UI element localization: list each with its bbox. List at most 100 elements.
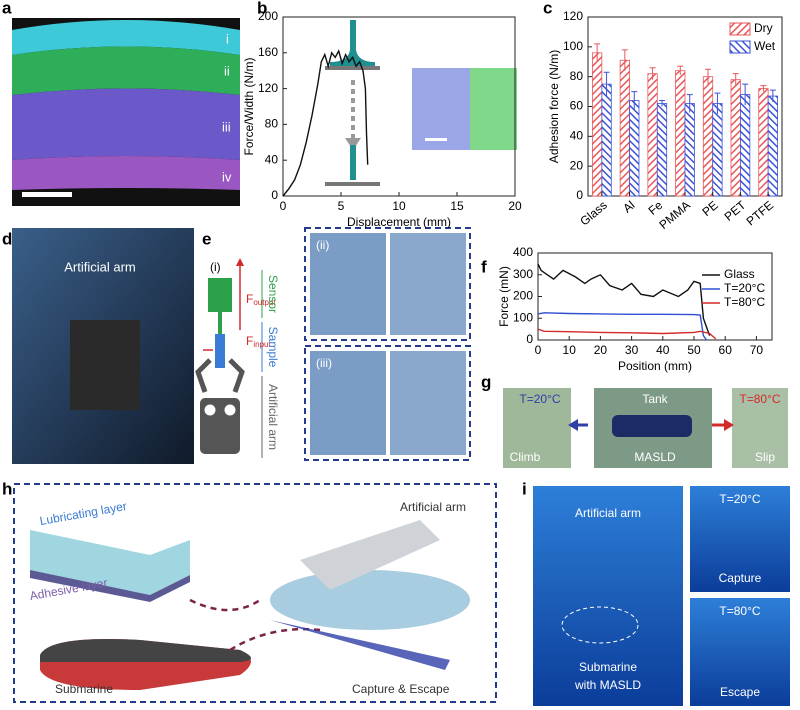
legend-label: T=20°C [724, 281, 765, 295]
arrow [229, 627, 321, 652]
shape [325, 66, 380, 70]
y-tick-label: 40 [570, 129, 584, 143]
y-tick-label: 80 [570, 69, 584, 83]
inset [325, 20, 517, 186]
error-bar [621, 49, 628, 71]
panel-label: a [2, 0, 12, 17]
bar [712, 103, 723, 197]
bar [656, 103, 668, 197]
y-axis-label: Force/Width (N/m) [242, 57, 256, 155]
label: with MASLD [574, 678, 641, 692]
error-bar [732, 73, 739, 86]
error-bar [677, 65, 684, 76]
part-label: (iii) [316, 356, 332, 370]
part-label: (i) [210, 260, 221, 274]
panel-e: e (i) Foutput Finput Sensor Sample Artif… [195, 227, 471, 461]
y-tick-label: 100 [513, 310, 533, 324]
panel-g: g T=20°C Tank T=80°C Climb MASLD Slip [481, 372, 788, 468]
part-label: (ii) [316, 238, 329, 252]
y-tick-label: 40 [265, 152, 279, 166]
error-bar [594, 43, 601, 62]
arrow [270, 620, 450, 670]
panel-i: i Artificial arm Submarine with MASLD T=… [522, 479, 790, 706]
bar [767, 95, 778, 197]
y-tick-label: 160 [258, 45, 278, 59]
y-tick-label: 80 [265, 117, 279, 131]
x-tick-label: Glass [577, 198, 610, 228]
label: Tank [642, 392, 668, 406]
caption: Artificial arm [64, 259, 136, 274]
arrow [236, 258, 244, 266]
photo [390, 233, 466, 335]
x-tick-label: Al [620, 198, 637, 216]
shape [350, 20, 356, 62]
x-tick-label: 20 [594, 343, 608, 357]
error-bar [705, 68, 712, 85]
error-bar [658, 100, 665, 107]
force-label: Finput [246, 334, 271, 349]
photo [533, 486, 683, 706]
x-tick-label: PMMA [656, 198, 693, 232]
panel-a: a i ii iii iv [2, 0, 240, 206]
error-bar [760, 85, 767, 92]
bar [702, 76, 714, 197]
label: Submarine [579, 660, 637, 674]
arrow [189, 598, 261, 612]
y-tick-label: 20 [570, 158, 584, 172]
y-tick-label: 0 [576, 188, 583, 202]
layer [12, 156, 240, 190]
layer-label: ii [224, 63, 230, 78]
panel-label: b [257, 0, 267, 17]
temperature: T=20°C [719, 492, 760, 506]
label: Climb [510, 450, 541, 464]
x-axis-label: Displacement (mm) [347, 215, 451, 229]
x-axis-label: Position (mm) [618, 359, 692, 373]
photo [690, 598, 790, 706]
label: Capture & Escape [352, 682, 450, 696]
legend-label: Wet [754, 39, 776, 53]
arm [300, 520, 440, 590]
bar [740, 94, 751, 197]
x-tick-label: 0 [280, 199, 287, 213]
bar [684, 103, 695, 197]
layer [12, 20, 240, 55]
photo [470, 68, 517, 150]
scale-bar [22, 192, 72, 197]
layer-label: iii [222, 119, 231, 134]
x-tick-label: 15 [450, 199, 464, 213]
line [537, 263, 711, 336]
error-bar [649, 67, 656, 80]
x-tick-label: PE [699, 198, 720, 219]
shape [218, 312, 222, 334]
label: Lubricating layer [39, 499, 128, 528]
label: Escape [720, 685, 760, 699]
layer [30, 530, 190, 595]
y-tick-label: 400 [513, 245, 533, 259]
frame [304, 227, 471, 341]
force-label: Foutput [246, 292, 276, 307]
x-tick-label: 10 [392, 199, 406, 213]
legend-label: Glass [724, 267, 755, 281]
bar [619, 59, 630, 197]
bar [758, 88, 769, 197]
scale-bar [425, 138, 447, 141]
frame [304, 345, 471, 461]
panel-label: g [481, 372, 491, 391]
submarine [270, 570, 470, 630]
arrow [568, 419, 578, 431]
x-tick-label: 5 [338, 199, 345, 213]
legend-label: Dry [754, 21, 773, 35]
error-bar [603, 71, 610, 97]
y-tick-label: 60 [570, 99, 584, 113]
x-tick-label: 0 [535, 343, 542, 357]
panel-d: d Artificial arm [2, 228, 194, 464]
label: Slip [755, 450, 775, 464]
y-tick-label: 200 [513, 289, 533, 303]
bar [730, 79, 741, 197]
bar [592, 52, 603, 197]
panel-label: d [2, 229, 12, 248]
panel-h: h Lubricating layer Adhesive layer Artif… [2, 479, 497, 703]
panel-label: f [481, 257, 487, 276]
temperature: T=80°C [739, 392, 780, 406]
